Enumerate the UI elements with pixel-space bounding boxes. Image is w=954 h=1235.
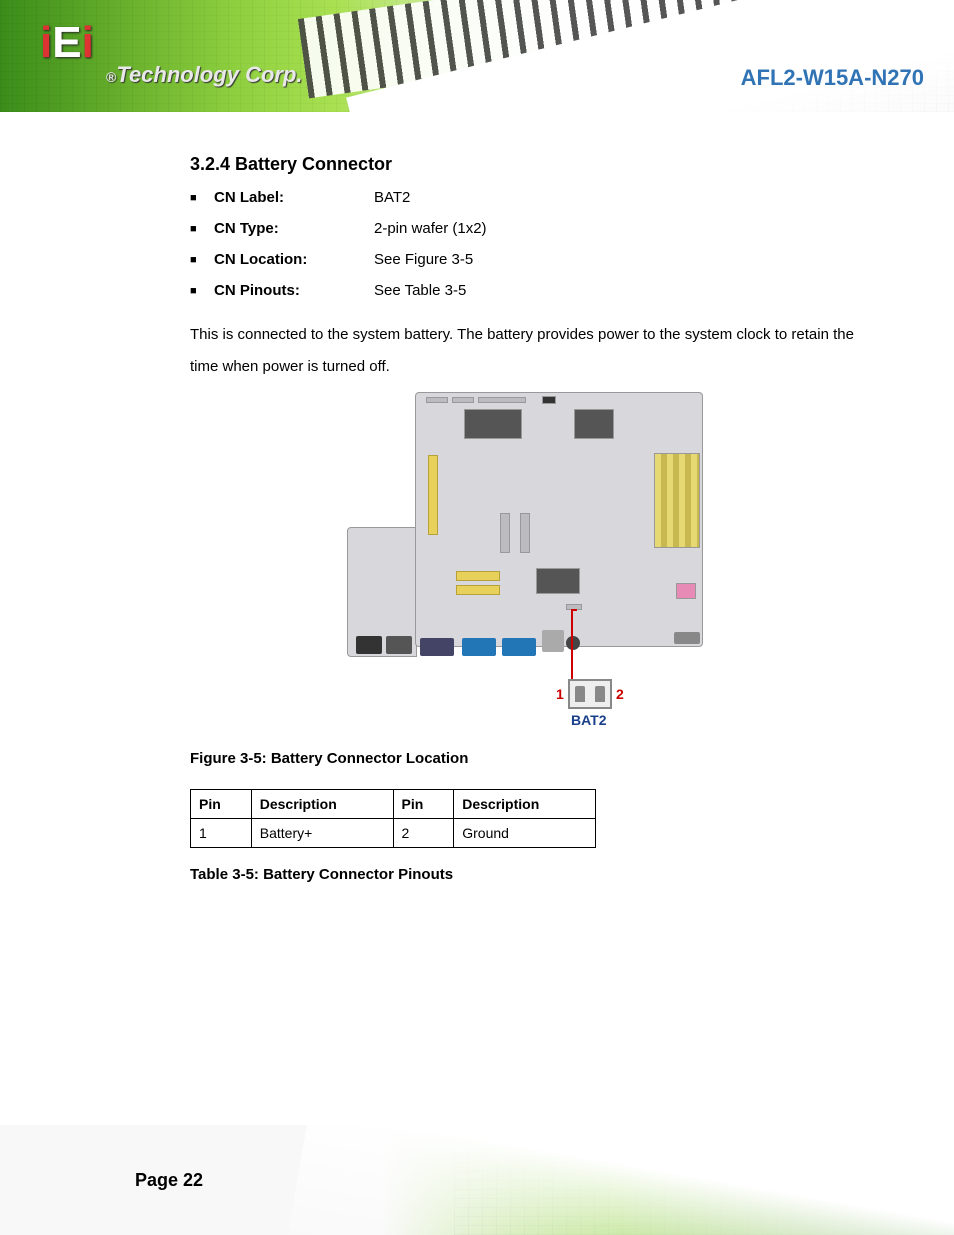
bullet-icon: ■ xyxy=(190,220,214,237)
table-caption: Table 3-5: Battery Connector Pinouts xyxy=(190,866,864,883)
cn-label-val: BAT2 xyxy=(374,189,410,206)
callout-line xyxy=(571,609,577,611)
board-component xyxy=(478,397,526,403)
th-desc: Description xyxy=(251,790,393,819)
board-component xyxy=(520,513,530,553)
cn-label-key: CN Label: xyxy=(214,189,374,206)
connector-pin-icon xyxy=(595,686,605,702)
cn-label-row: ■ CN Label: BAT2 xyxy=(190,189,864,206)
board-port xyxy=(462,638,496,656)
connector-pin-icon xyxy=(575,686,585,702)
cn-loc-val: See Figure 3-5 xyxy=(374,251,473,268)
board-component xyxy=(464,409,522,439)
board-port xyxy=(356,636,382,654)
board-outline-main xyxy=(415,392,703,647)
board-component xyxy=(574,409,614,439)
board-component xyxy=(426,397,448,403)
th-desc: Description xyxy=(454,790,596,819)
board-port xyxy=(386,636,412,654)
figure-caption: Figure 3-5: Battery Connector Location xyxy=(190,750,864,767)
board-component xyxy=(456,571,500,581)
cn-pin-key: CN Pinouts: xyxy=(214,282,374,299)
td-pin: 2 xyxy=(393,819,454,848)
table-row: 1 Battery+ 2 Ground xyxy=(191,819,596,848)
pin-1-label: 1 xyxy=(556,686,564,702)
board-port xyxy=(502,638,536,656)
board-component xyxy=(428,455,438,535)
decorative-swoosh xyxy=(283,1125,954,1235)
section-intro: This is connected to the system battery.… xyxy=(190,319,864,382)
cn-loc-row: ■ CN Location: See Figure 3-5 xyxy=(190,251,864,268)
page-content: 3.2.4 Battery Connector ■ CN Label: BAT2… xyxy=(0,112,954,905)
pinout-table: Pin Description Pin Description 1 Batter… xyxy=(190,789,596,848)
board-figure: 1 2 BAT2 xyxy=(347,392,707,732)
cn-pin-val: See Table 3-5 xyxy=(374,282,466,299)
cn-type-val: 2-pin wafer (1x2) xyxy=(374,220,487,237)
section-title: 3.2.4 Battery Connector xyxy=(190,154,864,175)
board-port xyxy=(542,630,564,652)
cn-type-row: ■ CN Type: 2-pin wafer (1x2) xyxy=(190,220,864,237)
callout-line xyxy=(571,609,573,681)
board-ram-slots xyxy=(654,453,700,548)
cn-loc-key: CN Location: xyxy=(214,251,374,268)
board-component xyxy=(456,585,500,595)
cn-type-key: CN Type: xyxy=(214,220,374,237)
bullet-icon: ■ xyxy=(190,282,214,299)
td-desc: Ground xyxy=(454,819,596,848)
table-header-row: Pin Description Pin Description xyxy=(191,790,596,819)
brand-tagline: ®Technology Corp. xyxy=(106,62,303,88)
bat2-connector-detail xyxy=(568,679,612,709)
pin-2-label: 2 xyxy=(616,686,624,702)
brand-logo: iEi xyxy=(40,18,94,68)
board-port xyxy=(566,636,580,650)
td-desc: Battery+ xyxy=(251,819,393,848)
td-pin: 1 xyxy=(191,819,252,848)
board-component xyxy=(676,583,696,599)
tagline-text: Technology Corp. xyxy=(116,62,302,87)
board-component xyxy=(536,568,580,594)
page-number: Page 22 xyxy=(135,1170,203,1191)
board-port xyxy=(420,638,454,656)
cn-pin-row: ■ CN Pinouts: See Table 3-5 xyxy=(190,282,864,299)
board-port xyxy=(674,632,700,644)
bat2-name-label: BAT2 xyxy=(571,712,607,728)
connector-info-list: ■ CN Label: BAT2 ■ CN Type: 2-pin wafer … xyxy=(190,189,864,299)
board-component xyxy=(452,397,474,403)
bullet-icon: ■ xyxy=(190,251,214,268)
bullet-icon: ■ xyxy=(190,189,214,206)
th-pin: Pin xyxy=(191,790,252,819)
board-component xyxy=(542,396,556,404)
board-component xyxy=(500,513,510,553)
th-pin: Pin xyxy=(393,790,454,819)
header-banner: iEi ®Technology Corp. AFL2-W15A-N270 xyxy=(0,0,954,112)
doc-title: AFL2-W15A-N270 xyxy=(741,65,924,91)
